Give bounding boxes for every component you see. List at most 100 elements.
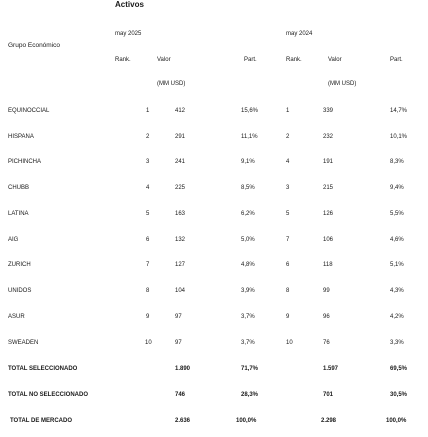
rank-2025: 1 [146, 108, 150, 114]
value-2024: 232 [323, 134, 334, 140]
total-part-2025: 71,7% [241, 366, 259, 372]
rank-2024: 7 [286, 237, 290, 243]
rank-2025: 10 [145, 340, 152, 346]
unit-2024-header: (MM USD) [328, 81, 357, 87]
value-2024: 118 [323, 262, 333, 268]
table-row: ZURICH 7 127 4,8% 6 118 5,1% [0, 261, 428, 273]
table-row: AIG 6 132 5,0% 7 106 4,6% [0, 236, 428, 248]
group-column-header: Grupo Económico [8, 42, 61, 49]
part-2024: 4,3% [390, 288, 404, 294]
rank-2025: 6 [146, 237, 150, 243]
value-2024: 191 [323, 159, 334, 165]
part-2025: 6,2% [241, 211, 255, 217]
row-name: ZURICH [8, 262, 31, 268]
total-value-2025: 2.636 [175, 418, 191, 424]
total-value-2024: 1.597 [323, 366, 339, 372]
part-2024: 5,5% [390, 211, 404, 217]
value-2025: 225 [175, 185, 186, 191]
value-2025: 97 [175, 340, 182, 346]
total-part-2025: 28,3% [241, 392, 259, 398]
table-row: LATINA 5 163 6,2% 5 126 5,5% [0, 210, 428, 222]
rank-2025: 3 [146, 159, 150, 165]
part-2024: 3,3% [390, 340, 404, 346]
row-name: UNIDOS [8, 288, 32, 294]
table-row: PICHINCHA 3 241 9,1% 4 191 8,3% [0, 158, 428, 170]
part-2025: 9,1% [241, 159, 255, 165]
part-2024: 10,1% [390, 134, 408, 140]
part-2025: 3,7% [241, 340, 255, 346]
total-part-2024: 30,5% [390, 392, 408, 398]
row-name: CHUBB [8, 185, 30, 191]
table-row: UNIDOS 8 104 3,9% 8 99 4,3% [0, 287, 428, 299]
part-2025: 8,5% [241, 185, 255, 191]
part-2024: 4,6% [390, 237, 404, 243]
value-2025: 163 [175, 211, 186, 217]
total-name: TOTAL NO SELECCIONADO [8, 392, 89, 398]
row-name: AIG [8, 237, 19, 243]
value-2025: 97 [175, 314, 182, 320]
total-name: TOTAL SELECCIONADO [8, 366, 78, 372]
table-row: EQUINOCCIAL 1 412 15,6% 1 339 14,7% [0, 107, 428, 119]
row-name: EQUINOCCIAL [8, 108, 50, 114]
total-row: TOTAL NO SELECCIONADO 746 28,3% 701 30,5… [0, 391, 428, 403]
total-row: TOTAL DE MERCADO 2.636 100,0% 2.298 100,… [0, 417, 428, 429]
part-2024: 5,1% [390, 262, 404, 268]
unit-2025-header: (MM USD) [157, 81, 186, 87]
value-2025-header: Valor [157, 57, 171, 63]
part-2025: 3,7% [241, 314, 255, 320]
part-2024-header: Part. [390, 57, 403, 63]
value-2025: 104 [175, 288, 186, 294]
total-value-2024: 701 [323, 392, 334, 398]
row-name: ASUR [8, 314, 25, 320]
value-2024: 126 [323, 211, 334, 217]
total-row: TOTAL SELECCIONADO 1.890 71,7% 1.597 69,… [0, 365, 428, 377]
part-2024: 8,3% [390, 159, 404, 165]
rank-2024: 9 [286, 314, 290, 320]
rank-2024: 8 [286, 288, 290, 294]
total-value-2025: 1.890 [175, 366, 191, 372]
total-part-2025: 100,0% [236, 418, 257, 424]
value-2025: 412 [175, 108, 186, 114]
value-2025: 291 [175, 134, 186, 140]
table-row: ASUR 9 97 3,7% 9 96 4,2% [0, 313, 428, 325]
period-2025-header: may 2025 [115, 31, 142, 37]
value-2024-header: Valor [328, 57, 342, 63]
row-name: SWEADEN [8, 340, 39, 346]
rank-2025: 7 [146, 262, 150, 268]
value-2024: 339 [323, 108, 334, 114]
part-2025: 11,1% [241, 134, 258, 140]
value-2024: 96 [323, 314, 330, 320]
table-row: SWEADEN 10 97 3,7% 10 76 3,3% [0, 339, 428, 351]
rank-2024: 6 [286, 262, 290, 268]
value-2025: 127 [175, 262, 186, 268]
value-2025: 132 [175, 237, 186, 243]
rank-2025-header: Rank. [115, 57, 131, 63]
rank-2024-header: Rank. [286, 57, 302, 63]
row-name: HISPANA [8, 134, 34, 140]
part-2025: 3,9% [241, 288, 255, 294]
part-2024: 9,4% [390, 185, 404, 191]
row-name: LATINA [8, 211, 29, 217]
value-2024: 76 [323, 340, 330, 346]
rank-2025: 5 [146, 211, 150, 217]
value-2025: 241 [175, 159, 186, 165]
rank-2024: 10 [286, 340, 293, 346]
rank-2025: 8 [146, 288, 150, 294]
part-2025: 5,0% [241, 237, 255, 243]
part-2025: 15,6% [241, 108, 259, 114]
table-row: HISPANA 2 291 11,1% 2 232 10,1% [0, 133, 428, 145]
rank-2024: 3 [286, 185, 290, 191]
total-name: TOTAL DE MERCADO [10, 418, 73, 424]
rank-2024: 4 [286, 159, 290, 165]
rank-2024: 1 [286, 108, 290, 114]
value-2024: 99 [323, 288, 330, 294]
total-part-2024: 69,5% [390, 366, 408, 372]
part-2025: 4,8% [241, 262, 255, 268]
value-2024: 106 [323, 237, 334, 243]
rank-2024: 5 [286, 211, 290, 217]
row-name: PICHINCHA [8, 159, 42, 165]
part-2024: 4,2% [390, 314, 404, 320]
table-title: Activos [115, 0, 144, 9]
rank-2025: 9 [146, 314, 150, 320]
total-value-2024: 2.298 [321, 418, 337, 424]
